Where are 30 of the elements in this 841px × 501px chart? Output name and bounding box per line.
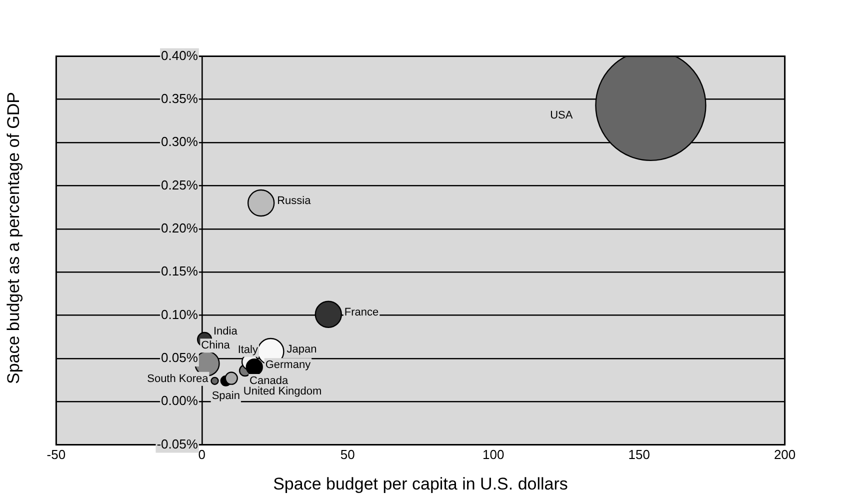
y-tick-label: 0.10%	[161, 306, 198, 322]
y-tick-label: 0.30%	[161, 134, 198, 150]
y-tick-label: 0.05%	[161, 350, 198, 366]
series-label: United Kingdom	[243, 385, 322, 398]
x-axis-title: Space budget per capita in U.S. dollars	[273, 474, 568, 494]
y-tick-label: 0.40%	[161, 48, 198, 63]
series-label: Russia	[277, 195, 312, 208]
series-label: India	[214, 325, 238, 338]
series-label: South Korea	[147, 372, 210, 385]
series-label: Germany	[265, 359, 312, 372]
y-tick-label: -0.05%	[156, 436, 198, 452]
text: USA	[550, 109, 574, 122]
series-label: Spain	[212, 390, 240, 402]
series-label: Japan	[286, 344, 317, 356]
x-tick-label: 0	[198, 447, 206, 462]
x-tick-label: -50	[46, 447, 66, 462]
y-axis-title: Space budget as a percentage of GDP	[4, 90, 24, 386]
y-tick-label: 0.20%	[161, 220, 198, 236]
y-tick-label: 0.25%	[161, 177, 198, 192]
y-tick-label: 0.35%	[161, 90, 198, 106]
y-tick-label: 0.15%	[161, 264, 198, 279]
series-label: Canada	[250, 375, 289, 388]
y-tick-label: 0.00%	[161, 393, 198, 408]
x-tick-label: 200	[774, 447, 796, 462]
series-label: France	[344, 306, 379, 318]
x-tick-label: 100	[482, 447, 504, 462]
series-label: Italy	[238, 344, 258, 356]
x-tick-label: 50	[340, 447, 355, 462]
x-tick-label: 150	[628, 447, 650, 462]
series-label: China	[201, 340, 231, 352]
